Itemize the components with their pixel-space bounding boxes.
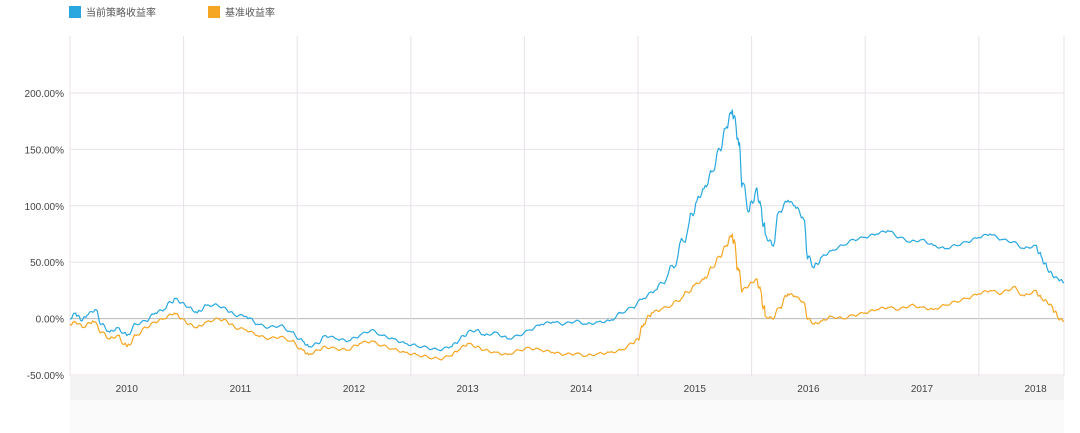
grid-lines xyxy=(69,36,1065,376)
y-tick-label: 150.00% xyxy=(25,145,65,156)
legend-label: 当前策略收益率 xyxy=(86,6,156,19)
series-lines xyxy=(69,109,1065,361)
x-tick-label: 2013 xyxy=(456,384,479,395)
x-tick-label: 2017 xyxy=(911,384,934,395)
x-tick-label: 2012 xyxy=(343,384,366,395)
x-tick-label: 2014 xyxy=(570,384,593,395)
legend-swatch xyxy=(69,6,81,18)
series-line-0 xyxy=(69,109,1065,352)
legend-label: 基准收益率 xyxy=(225,6,275,19)
legend-item-1[interactable]: 基准收益率 xyxy=(208,6,275,19)
legend-swatch xyxy=(208,6,220,18)
series-line-1 xyxy=(69,233,1065,361)
navigator-bg xyxy=(70,400,1064,433)
y-tick-label: 50.00% xyxy=(30,258,64,269)
x-tick-label: 2016 xyxy=(797,384,820,395)
x-axis-ticks: 2010 2011 2012 2013 2014 2015 2016 2017 2018 xyxy=(116,384,1047,395)
legend[interactable]: 当前策略收益率 基准收益率 xyxy=(69,6,275,19)
x-axis-band-bg xyxy=(70,376,1064,400)
x-tick-label: 2010 xyxy=(116,384,139,395)
y-tick-label: 0.00% xyxy=(36,315,64,326)
y-tick-label: 100.00% xyxy=(25,202,65,213)
x-tick-label: 2011 xyxy=(230,384,252,395)
x-axis-band xyxy=(70,376,1064,433)
y-axis-ticks: 200.00% 150.00% 100.00% 50.00% 0.00% -50.00% xyxy=(25,89,65,382)
legend-item-0[interactable]: 当前策略收益率 xyxy=(69,6,156,19)
x-tick-label: 2015 xyxy=(684,384,707,395)
y-tick-label: 200.00% xyxy=(25,89,65,100)
y-tick-label: -50.00% xyxy=(27,371,64,382)
x-tick-label: 2018 xyxy=(1024,384,1047,395)
